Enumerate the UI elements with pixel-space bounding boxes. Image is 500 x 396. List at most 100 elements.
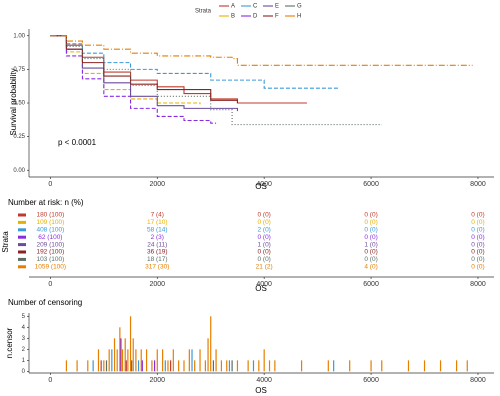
y-tick-label: 0.75 [13, 67, 25, 73]
risk-cell: 0 (0) [471, 249, 484, 256]
x-tick-label: 0 [48, 181, 52, 188]
censor-bar [220, 360, 223, 372]
censor-bar [212, 360, 214, 372]
censor-bar [247, 360, 249, 372]
risk-cell: 0 (0) [257, 219, 270, 226]
annotation: p < 0.0001 [58, 138, 97, 147]
censor-bar [226, 360, 228, 372]
censor-bar [407, 360, 410, 372]
risk-cell: 0 (0) [471, 219, 484, 226]
censor-bar [252, 360, 255, 372]
y-tick-label: 1 [22, 358, 26, 364]
risk-cell: 17 (10) [147, 219, 168, 226]
risk-cell: 0 (0) [364, 227, 377, 234]
censor-bar [65, 360, 68, 372]
legend-label: C [253, 4, 258, 10]
censor-bar [137, 360, 140, 372]
censor-bar [455, 360, 458, 372]
censor-bar [124, 338, 126, 372]
strata-swatch [18, 243, 26, 247]
censor-title: Number of censoring [8, 298, 82, 307]
censor-bar [129, 316, 132, 372]
censor-bar [156, 349, 158, 372]
x-tick-label: 8000 [470, 181, 486, 188]
risk-cell: 0 (0) [257, 256, 270, 263]
censor-bar [167, 360, 169, 372]
risk-cell: 36 (19) [147, 249, 168, 256]
censor-bar [381, 360, 383, 372]
risk-cell: 109 (100) [36, 219, 64, 226]
censor-bar [132, 338, 134, 372]
risk-cell: 4 (0) [364, 264, 377, 271]
risk-cell: 0 (0) [364, 256, 377, 263]
censor-bar [263, 349, 265, 372]
censor-bar [97, 349, 100, 372]
x-tick-label: 0 [48, 377, 52, 384]
censor-bar [423, 360, 426, 372]
risk-cell: 0 (0) [257, 212, 270, 219]
risk-cell: 408 (100) [36, 227, 64, 234]
y-tick-label: 0 [22, 369, 26, 375]
legend-label: H [297, 14, 301, 20]
censor-bar [164, 360, 166, 372]
survival-curve [50, 35, 473, 66]
risk-cell: 0 (0) [364, 249, 377, 256]
censor-bar [120, 338, 122, 372]
risk-cell: 58 (14) [147, 227, 168, 234]
censor-bar [154, 360, 156, 372]
risk-cell: 317 (30) [145, 264, 169, 271]
censor-bar [105, 360, 108, 372]
risk-cell: 62 (100) [38, 234, 62, 241]
censor-bar [204, 360, 206, 372]
strata-swatch [18, 250, 26, 254]
risk-cell: 0 (0) [364, 212, 377, 219]
censor-y-label: n.censor [5, 327, 14, 358]
x-tick-label: 2000 [149, 181, 165, 188]
censor-bar [327, 360, 329, 372]
risk-cell: 1 (0) [364, 241, 377, 248]
censor-bar [113, 338, 116, 372]
y-axis-label: Survival probability [9, 68, 18, 135]
censor-bar [119, 327, 121, 372]
y-tick-label: 1.00 [13, 33, 25, 39]
y-tick-label: 2 [22, 347, 26, 353]
risk-cell: 0 (0) [471, 212, 484, 219]
risk-cell: 21 (2) [256, 264, 273, 271]
x-tick-label: 2000 [149, 377, 165, 384]
x-tick-label: 6000 [363, 377, 379, 384]
x-tick-label: 4000 [256, 377, 272, 384]
risk-cell: 0 (0) [471, 256, 484, 263]
legend-label: F [275, 14, 279, 20]
censor-bar [194, 360, 196, 372]
censor-bar [100, 360, 102, 372]
survival-curve [50, 35, 339, 89]
y-tick-label: 0.00 [13, 168, 25, 174]
censor-bar [111, 349, 113, 372]
risk-cell: 103 (100) [36, 256, 64, 263]
censor-bar [116, 349, 118, 372]
risk-cell: 209 (100) [36, 241, 64, 248]
risk-cell: 0 (0) [471, 241, 484, 248]
risk-cell: 0 (0) [471, 264, 484, 271]
censor-bar [162, 349, 164, 372]
risk-cell: 192 (100) [36, 249, 64, 256]
strata-swatch [18, 213, 26, 217]
y-tick-label: 0.25 [13, 134, 25, 140]
legend-label: G [297, 4, 302, 10]
censor-bar [274, 360, 276, 372]
censor-bar [333, 360, 335, 372]
censor-bar [300, 360, 303, 372]
survival-curve [50, 35, 217, 124]
risk-cell: 1059 (100) [35, 264, 66, 271]
legend-label: E [275, 4, 279, 10]
censor-bar [258, 360, 260, 372]
x-tick-label: 6000 [363, 181, 379, 188]
risk-cell: 0 (0) [364, 234, 377, 241]
legend-label: A [231, 4, 235, 10]
censor-bar [228, 360, 231, 372]
x-tick-label: 8000 [470, 281, 486, 288]
censor-bar [199, 349, 201, 372]
risk-cell: 2 (0) [257, 227, 270, 234]
risk-cell: 0 (0) [471, 234, 484, 241]
